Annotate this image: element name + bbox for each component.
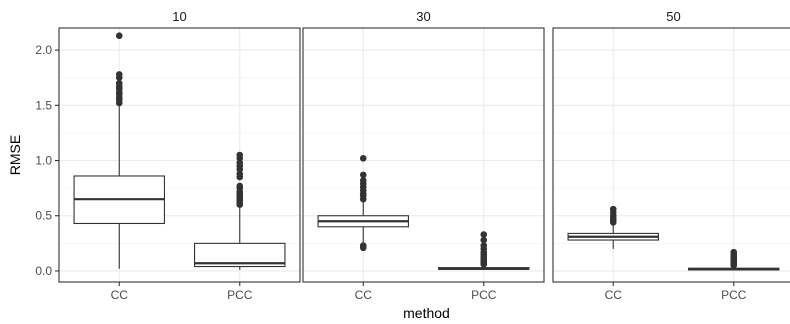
y-tick-label: 1.5 bbox=[35, 98, 52, 112]
outlier-point bbox=[480, 242, 488, 249]
x-tick-label: PCC bbox=[471, 288, 497, 302]
box-body bbox=[194, 242, 286, 268]
outlier-point bbox=[115, 71, 123, 78]
y-tick-label: 1.0 bbox=[35, 154, 52, 168]
panel-background bbox=[59, 28, 300, 282]
y-axis-title: RMSE bbox=[7, 135, 23, 175]
x-tick-label: PCC bbox=[227, 288, 253, 302]
y-tick-label: 2.0 bbox=[35, 43, 52, 57]
outlier-point bbox=[730, 248, 738, 256]
x-axis-title: method bbox=[403, 305, 450, 321]
box-PCC bbox=[438, 231, 530, 270]
panel-border bbox=[302, 27, 545, 283]
outlier-point bbox=[359, 155, 367, 162]
box-PCC bbox=[688, 248, 780, 271]
outlier-point bbox=[236, 182, 244, 190]
facet-panel-50: 50 CC PCC bbox=[552, 5, 790, 302]
facet-strip bbox=[303, 5, 544, 28]
outlier-point bbox=[236, 151, 244, 159]
facet-panel-30: 30 CC PCC bbox=[302, 5, 545, 302]
box-CC bbox=[567, 205, 659, 249]
outlier-point bbox=[480, 231, 488, 238]
y-axis: 0.0 0.5 1.0 1.5 2.0 bbox=[35, 43, 59, 278]
outlier-point bbox=[115, 79, 123, 87]
y-tick-label: 0.5 bbox=[35, 209, 52, 223]
facet-strip bbox=[59, 5, 300, 28]
box-CC bbox=[73, 32, 165, 269]
y-tick-label: 0.0 bbox=[35, 264, 52, 278]
x-tick-label: CC bbox=[605, 288, 623, 302]
panel-border bbox=[552, 27, 790, 283]
facet-strip-label: 30 bbox=[416, 9, 430, 24]
box-CC bbox=[317, 155, 409, 252]
facet-panel-10: 10 CC PCC bbox=[58, 5, 301, 302]
outlier-point bbox=[359, 242, 367, 249]
x-tick-label: CC bbox=[111, 288, 129, 302]
outlier-point bbox=[115, 32, 123, 40]
facet-strip bbox=[553, 5, 790, 28]
outlier-point bbox=[359, 171, 367, 179]
x-tick-label: CC bbox=[355, 288, 373, 302]
panel-background bbox=[303, 28, 544, 282]
outlier-point bbox=[609, 205, 617, 213]
outlier-point bbox=[359, 177, 367, 184]
outlier-point bbox=[480, 236, 488, 244]
facet-strip-label: 10 bbox=[172, 9, 186, 24]
facet-strip-label: 50 bbox=[666, 9, 680, 24]
panel-border bbox=[58, 27, 301, 283]
panel-background bbox=[553, 28, 790, 282]
x-tick-label: PCC bbox=[721, 288, 747, 302]
box-PCC bbox=[194, 151, 286, 270]
panels-layer: 10 CC PCC 30 CC PCC 50 CC PCC bbox=[58, 5, 790, 302]
